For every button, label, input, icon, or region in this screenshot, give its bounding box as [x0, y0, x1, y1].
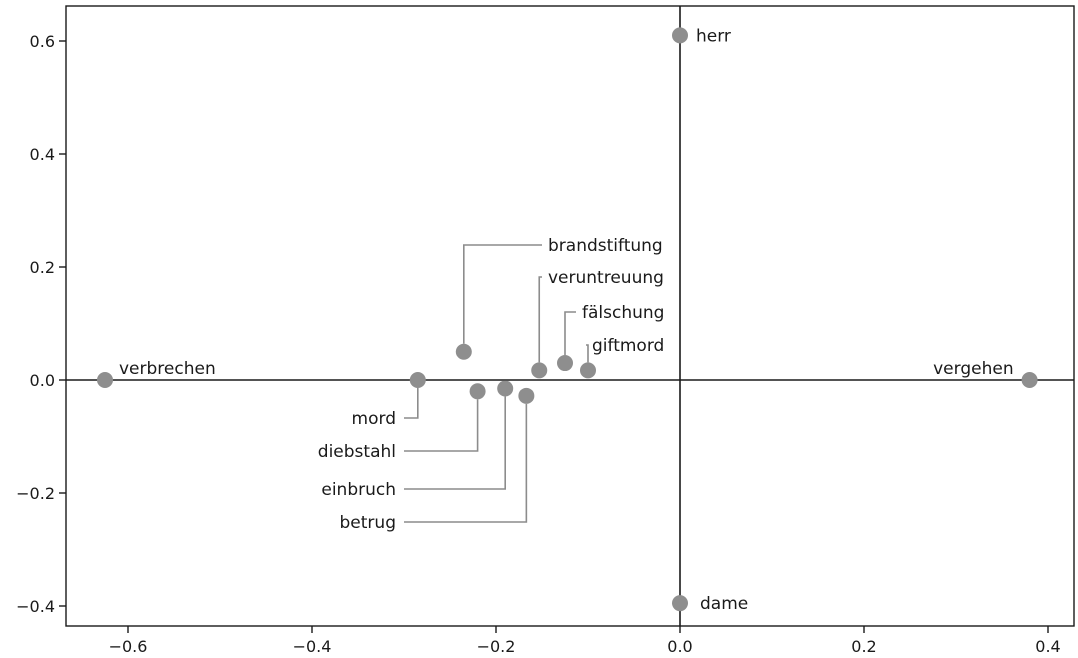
data-point [672, 27, 688, 44]
label-leader-lines [404, 244, 589, 523]
y-tick-label: 0.2 [30, 258, 55, 277]
point-label: diebstahl [318, 442, 396, 462]
y-tick-label: 0.0 [30, 371, 55, 390]
x-tick-label: −0.2 [477, 637, 516, 656]
point-label: betrug [340, 513, 396, 533]
y-tick-label: 0.6 [30, 32, 55, 51]
data-point [409, 372, 426, 388]
data-point [580, 362, 596, 379]
point-label: vergehen [933, 359, 1013, 379]
data-point [455, 343, 472, 360]
plot-frame [65, 5, 1075, 627]
point-label: dame [700, 594, 748, 614]
data-point [1021, 372, 1038, 388]
data-point [531, 362, 548, 379]
point-label: giftmord [592, 336, 664, 356]
x-axis-ticks: −0.6 −0.4 −0.2 0.0 0.2 0.4 [109, 626, 1061, 656]
data-point [557, 355, 573, 372]
x-tick-label: 0.0 [667, 637, 692, 656]
x-tick-label: 0.4 [1035, 637, 1060, 656]
point-label: veruntreuung [548, 268, 664, 288]
data-point [97, 372, 113, 388]
y-tick-label: −0.4 [16, 597, 55, 616]
data-point [469, 383, 486, 400]
data-point [672, 595, 688, 612]
point-labels: herr dame verbrechen vergehen mord brandstift… [119, 26, 1014, 614]
point-label: verbrechen [119, 359, 216, 379]
leader-line [564, 311, 576, 356]
data-point [518, 387, 535, 404]
leader-line [404, 399, 479, 452]
leader-line [404, 396, 507, 490]
y-axis-ticks: −0.4 −0.2 0.0 0.2 0.4 0.6 [16, 32, 66, 616]
point-label: mord [352, 409, 396, 429]
leader-line [404, 388, 419, 419]
x-tick-label: 0.2 [851, 637, 876, 656]
x-tick-label: −0.6 [109, 637, 148, 656]
leader-line [538, 276, 542, 363]
point-label: einbruch [321, 480, 396, 500]
data-point [497, 380, 514, 397]
y-tick-label: −0.2 [16, 484, 55, 503]
y-tick-label: 0.4 [30, 145, 55, 164]
x-tick-label: −0.4 [293, 637, 332, 656]
point-label: brandstiftung [548, 236, 663, 256]
leader-line [586, 344, 589, 363]
leader-line [462, 244, 542, 344]
point-label: fälschung [582, 303, 664, 323]
point-label: herr [696, 26, 731, 46]
data-points [97, 27, 1038, 612]
leader-line [404, 403, 528, 523]
